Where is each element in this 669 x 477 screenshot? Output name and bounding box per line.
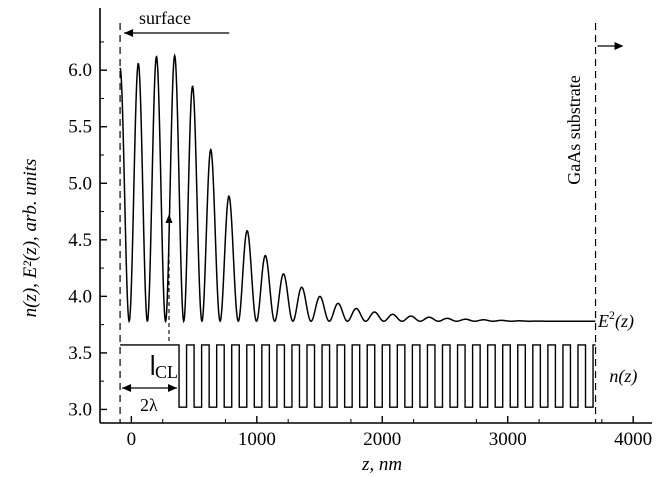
x-tick-label: 3000 — [489, 429, 527, 450]
y-tick-label: 3.5 — [68, 343, 92, 364]
y-tick-label: 6.0 — [68, 60, 92, 81]
surface-arrow-head — [124, 29, 134, 37]
y-axis-title: n(z), E²(z), arb. units — [20, 159, 41, 318]
surface-label: surface — [139, 8, 191, 28]
cl-arrow-head — [165, 214, 173, 223]
n-label: n(z) — [609, 366, 637, 387]
y-tick-label: 3.0 — [68, 399, 92, 420]
two-lambda-label: 2λ — [140, 395, 158, 415]
x-tick-label: 2000 — [363, 429, 401, 450]
two-lambda-arrow-left — [122, 384, 132, 392]
substrate-arrow-head — [614, 42, 624, 50]
x-tick-label: 1000 — [238, 429, 276, 450]
y-tick-label: 4.0 — [68, 286, 92, 307]
e2-curve — [119, 53, 596, 324]
x-tick-label: 0 — [127, 429, 137, 450]
markers — [119, 23, 624, 423]
x-tick-label: 4000 — [614, 429, 652, 450]
y-tick-label: 5.5 — [68, 117, 92, 138]
axes — [99, 8, 652, 424]
cl-label: CL — [155, 362, 178, 382]
y-tick-label: 5.0 — [68, 173, 92, 194]
two-lambda-arrow-right — [168, 384, 178, 392]
substrate-label: GaAs substrate — [564, 75, 584, 184]
ticks: 0 1000 2000 3000 4000 3.0 3.5 4.0 4.5 5.0 5.5 6.0 — [68, 41, 652, 450]
curves: E2(z) n(z) — [119, 53, 637, 408]
x-axis-title: z, nm — [361, 454, 402, 475]
y-tick-label: 4.5 — [68, 230, 92, 251]
n-curve — [120, 344, 596, 408]
e2-label: E2(z) — [597, 308, 634, 332]
